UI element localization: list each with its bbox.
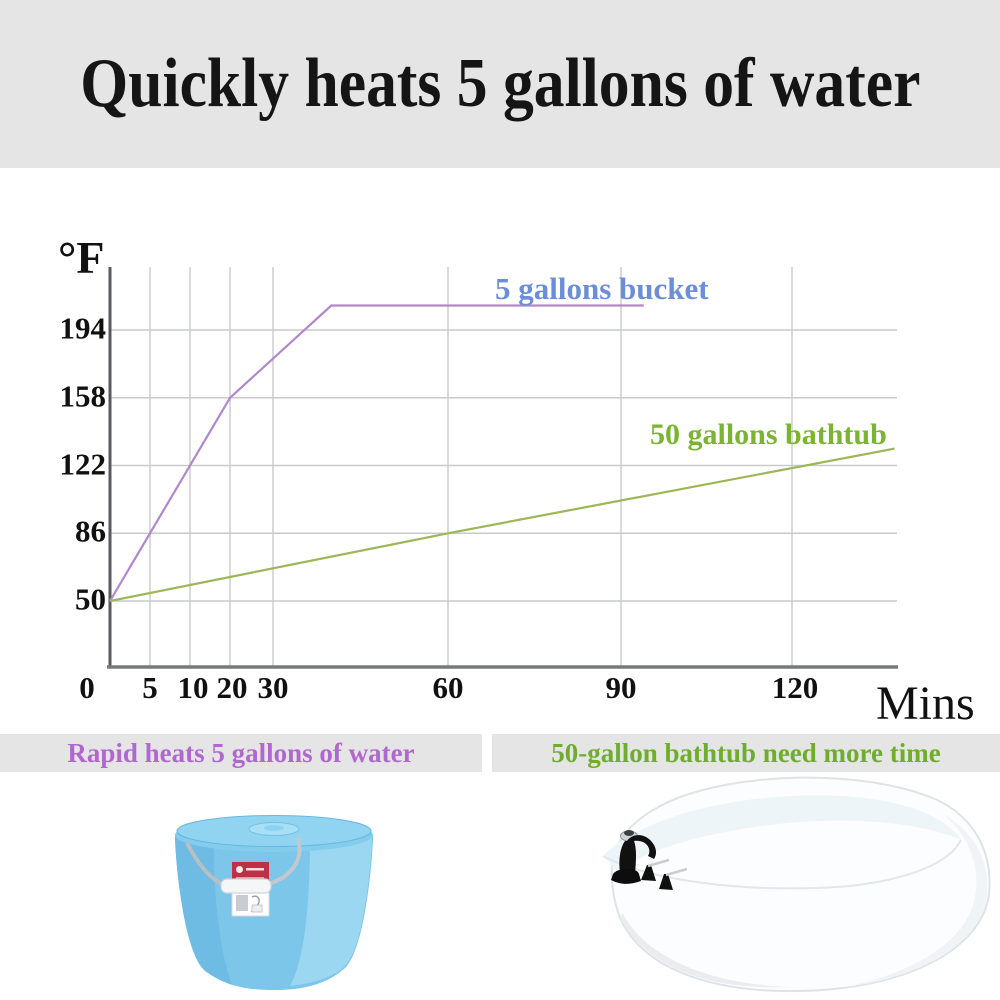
bucket-handle (185, 837, 302, 894)
legend-bucket-series: 5 gallons bucket (495, 271, 709, 306)
caption-band-bucket: Rapid heats 5 gallons of water (0, 734, 482, 772)
bathtub-faucet (611, 830, 688, 890)
page-title: Quickly heats 5 gallons of water (79, 45, 921, 122)
bucket-series-line (109, 304, 644, 602)
header-band: Quickly heats 5 gallons of water (0, 0, 1000, 168)
bathtub-series-line (109, 447, 895, 603)
bathtub-shading (621, 912, 790, 988)
legend-bathtub-series: 50 gallons bathtub (650, 418, 887, 451)
caption-bucket-text: Rapid heats 5 gallons of water (67, 737, 415, 768)
bucket-lid-knob-inner (264, 825, 284, 831)
bathtub-interior (603, 795, 961, 871)
bucket-shade (175, 836, 232, 984)
bucket-image (175, 815, 373, 990)
x-axis-unit-label: Mins (876, 677, 975, 730)
bathtub-side-shading (845, 812, 988, 987)
temperature-time-chart (107, 267, 898, 669)
y-axis-unit-label: °F (58, 232, 105, 283)
bucket-highlight (290, 838, 372, 986)
bathtub-image (602, 776, 991, 993)
caption-band-bathtub: 50-gallon bathtub need more time (492, 734, 1000, 772)
caption-bathtub-text: 50-gallon bathtub need more time (551, 737, 941, 768)
